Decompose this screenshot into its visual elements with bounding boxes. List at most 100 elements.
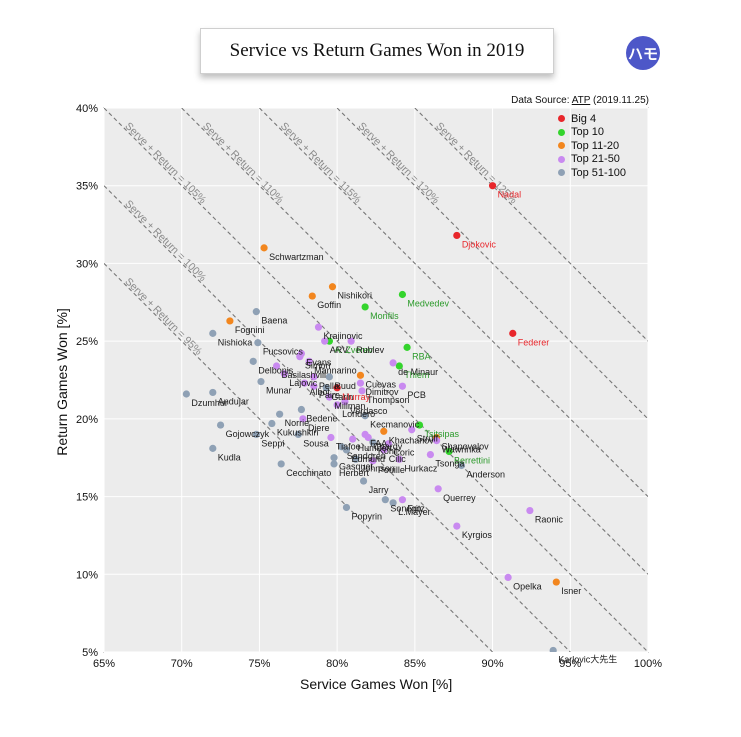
legend-label: Top 10: [571, 126, 605, 139]
data-point-label: Edmund: [351, 454, 385, 464]
data-point: [310, 382, 318, 390]
data-point-label: Kecmanovic: [370, 420, 420, 430]
data-point: [226, 317, 234, 325]
data-point-label: Popyrin: [351, 511, 382, 521]
data-point-labels: Nadal Djokovic Federer Murray Medvedev Monfil…: [191, 190, 617, 665]
data-point: [549, 646, 557, 652]
data-point-label: Evans: [306, 358, 332, 368]
data-point: [433, 437, 441, 445]
data-point-label: Nadal: [498, 190, 522, 200]
legend-item-top51-100: Top 51-100: [558, 166, 626, 180]
data-point-label: Pella: [319, 381, 339, 391]
data-point-label: Djere: [308, 423, 330, 433]
data-point-label: Sandgren: [347, 451, 386, 461]
data-point-label: Mannarino: [314, 365, 357, 375]
x-tick-label: 75%: [248, 658, 270, 670]
legend-dot: [558, 128, 565, 136]
data-point-label: Thompson: [367, 395, 410, 405]
y-tick-label: 15%: [76, 492, 98, 504]
diagonal-line: [181, 108, 648, 575]
data-point: [356, 379, 365, 387]
diagonal-line: [336, 108, 648, 420]
data-point-label: Gasquet: [339, 462, 374, 472]
data-point-label: Wawrinka: [442, 445, 481, 455]
data-point: [408, 426, 416, 434]
data-point-label: Bedene: [306, 414, 337, 424]
data-point-label: Gojowczyk: [226, 429, 270, 439]
data-point: [296, 353, 304, 361]
data-point: [294, 430, 302, 438]
diagonal-line: [414, 108, 648, 342]
data-point-label: Coric: [393, 448, 415, 458]
data-point: [347, 337, 355, 345]
data-point: [209, 444, 217, 452]
data-point: [384, 440, 393, 448]
data-point: [356, 371, 365, 379]
legend-item-top10: Top 10: [558, 126, 626, 140]
data-point-label: Berrettini: [454, 455, 490, 465]
data-point-label: Goffin: [317, 300, 341, 310]
data-point-label: Isner: [561, 586, 581, 596]
x-tick-label: 65%: [93, 658, 115, 670]
data-point: [305, 357, 313, 365]
data-point-label: Rublev: [356, 345, 385, 355]
legend-item-big4: Big 4: [558, 112, 626, 126]
data-point: [314, 323, 323, 331]
data-point: [369, 457, 377, 465]
data-point-label: Verdasco: [350, 406, 388, 416]
data-point: [398, 496, 407, 504]
y-axis-label: Return Games Won [%]: [54, 308, 70, 456]
data-point: [299, 415, 307, 423]
data-point-label: Kohli: [378, 446, 398, 456]
data-point: [182, 390, 190, 398]
legend-item-top11-20: Top 11-20: [558, 139, 626, 153]
data-point-label: Nishioka: [218, 337, 253, 347]
data-point-label: Seppi: [261, 438, 284, 448]
data-point: [325, 373, 333, 381]
data-point-label: Tsonga: [435, 459, 464, 469]
legend-label: Top 11-20: [571, 139, 620, 152]
data-point: [389, 499, 397, 507]
y-tick-label: 10%: [76, 569, 98, 581]
data-point: [277, 460, 285, 468]
legend-dot: [558, 169, 565, 177]
data-point: [398, 382, 407, 390]
data-point: [308, 292, 316, 300]
data-point-label: Millman: [334, 401, 365, 411]
data-point: [380, 427, 388, 435]
data-point-label: Raonic: [535, 515, 564, 525]
brand-logo: ハモ: [626, 36, 660, 70]
data-point-label: Sousa: [303, 438, 329, 448]
data-point-label: de Minaur: [398, 367, 438, 377]
diagonal-line: [104, 263, 493, 652]
source-date: (2019.11.25): [593, 95, 649, 106]
data-point-label: FAA: [370, 438, 387, 448]
data-point: [434, 485, 442, 493]
y-tick-label: 25%: [76, 336, 98, 348]
data-point: [268, 419, 276, 428]
data-point: [445, 447, 453, 456]
data-point: [359, 477, 368, 485]
data-point: [257, 377, 265, 386]
data-point-label: Andujar: [218, 396, 249, 406]
source-prefix: Data Source:: [511, 95, 570, 106]
data-point: [342, 503, 351, 512]
x-tick-labels: 65% 70% 75% 80% 85% 90% 95% 100%: [93, 658, 662, 670]
data-point-label: Opelka: [513, 581, 542, 591]
x-tick-label: 85%: [404, 658, 426, 670]
data-point-label: Herbert: [339, 468, 370, 478]
data-point: [395, 362, 403, 370]
data-point-label: Tiafoe: [336, 442, 361, 452]
chart-legend: Big 4 Top 10 Top 11-20 Top 21-50 Top 51-…: [558, 112, 626, 180]
data-point-label: L.Mayer: [398, 507, 431, 517]
data-point: [364, 433, 372, 442]
legend-dot: [558, 155, 565, 163]
data-point-label: Humbert: [358, 443, 393, 453]
data-point: [297, 405, 305, 414]
data-point: [330, 454, 338, 462]
data-point: [341, 398, 349, 406]
data-point: [321, 337, 329, 345]
data-point-label: Dimitrov: [365, 387, 398, 397]
source-link[interactable]: ATP: [571, 95, 591, 106]
